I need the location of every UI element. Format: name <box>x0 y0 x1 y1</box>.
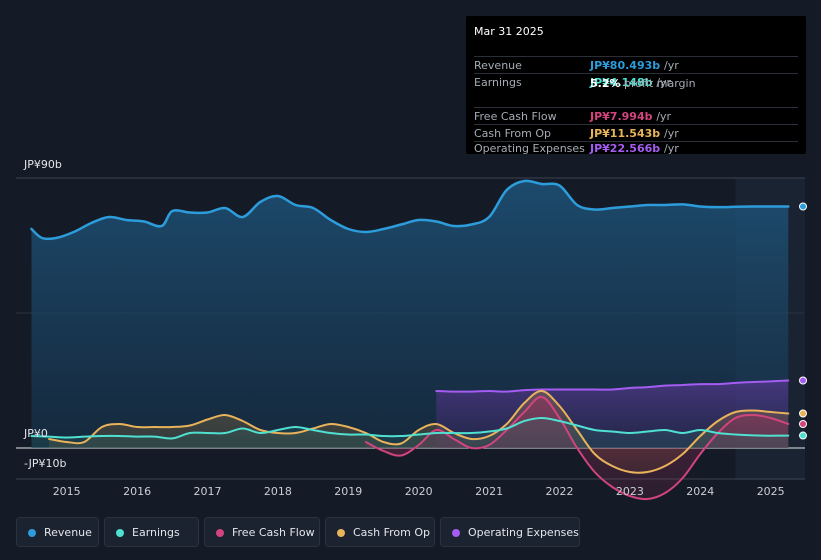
y-tick-label: JP¥0 <box>23 427 48 440</box>
opex-end-marker <box>799 376 807 385</box>
y-tick-label: -JP¥10b <box>24 457 66 470</box>
legend-dot-icon <box>216 529 224 537</box>
legend-dot-icon <box>337 529 345 537</box>
axis-layer: JP¥90b JP¥0 -JP¥10b 2015 2016 2017 2018 2019 202… <box>23 158 785 498</box>
legend-dot-icon <box>28 529 36 537</box>
earnings-line <box>30 417 790 440</box>
x-tick-label: 2024 <box>686 485 714 498</box>
legend-label: Revenue <box>44 526 92 539</box>
tooltip-label: Earnings <box>474 76 522 89</box>
earnings-end-marker <box>799 431 807 440</box>
x-tick-label: 2019 <box>334 485 362 498</box>
tooltip-date: Mar 31 2025 <box>474 25 544 38</box>
tooltip-label: Free Cash Flow <box>474 110 557 123</box>
data-tooltip: Mar 31 2025 Revenue JP¥80.493b /yr Earni… <box>466 16 806 155</box>
marker-layer <box>799 202 807 440</box>
legend-item-cfo[interactable]: Cash From Op <box>325 517 435 547</box>
fcf-end-marker <box>799 420 807 428</box>
x-tick-label: 2025 <box>757 485 785 498</box>
tooltip-value: JP¥80.493b /yr <box>590 59 679 72</box>
opex-line <box>435 379 790 393</box>
revenue-area <box>31 180 789 448</box>
line-layer <box>30 179 790 501</box>
legend-label: Cash From Op <box>353 526 431 539</box>
financial-chart: JP¥90b JP¥0 -JP¥10b 2015 2016 2017 2018 2019 202… <box>16 158 807 501</box>
tooltip-label: Operating Expenses <box>474 142 585 155</box>
tooltip-value: JP¥4.148b /yr <box>590 76 672 89</box>
tooltip-row-earnings: Earnings JP¥4.148b /yr <box>474 73 798 91</box>
tooltip-row-fcf: Free Cash Flow JP¥7.994b /yr <box>474 107 798 125</box>
legend-item-earnings[interactable]: Earnings <box>104 517 199 547</box>
x-tick-label: 2018 <box>264 485 292 498</box>
x-tick-label: 2023 <box>616 485 644 498</box>
legend-label: Free Cash Flow <box>232 526 315 539</box>
tooltip-row-cfo: Cash From Op JP¥11.543b /yr <box>474 124 798 142</box>
tooltip-value: JP¥11.543b /yr <box>590 127 679 140</box>
x-tick-label: 2017 <box>193 485 221 498</box>
x-tick-label: 2020 <box>405 485 433 498</box>
x-tick-label: 2016 <box>123 485 151 498</box>
legend-item-revenue[interactable]: Revenue <box>16 517 99 547</box>
cfo-line <box>48 390 790 474</box>
revenue-end-marker <box>799 202 807 211</box>
legend-label: Operating Expenses <box>468 526 579 539</box>
legend-item-fcf[interactable]: Free Cash Flow <box>204 517 320 547</box>
legend-item-opex[interactable]: Operating Expenses <box>440 517 580 547</box>
tooltip-label: Cash From Op <box>474 127 552 140</box>
tooltip-value: JP¥22.566b /yr <box>590 142 679 155</box>
legend-dot-icon <box>116 529 124 537</box>
area-layer <box>31 180 789 500</box>
fcf-area <box>365 396 789 500</box>
earnings-area <box>31 418 789 448</box>
x-tick-label: 2015 <box>53 485 81 498</box>
legend-label: Earnings <box>132 526 180 539</box>
tooltip-value: JP¥7.994b /yr <box>590 110 672 123</box>
tooltip-profit-margin: 5.2% profit margin <box>590 77 696 90</box>
legend-dot-icon <box>452 529 460 537</box>
x-tick-label: 2021 <box>475 485 503 498</box>
tooltip-label: Revenue <box>474 59 522 72</box>
y-tick-label: JP¥90b <box>23 158 62 171</box>
cfo-end-marker <box>799 409 807 418</box>
revenue-line <box>30 179 790 241</box>
tooltip-row-opex: Operating Expenses JP¥22.566b /yr <box>474 141 798 155</box>
tooltip-row-revenue: Revenue JP¥80.493b /yr <box>474 56 798 74</box>
x-tick-label: 2022 <box>545 485 573 498</box>
